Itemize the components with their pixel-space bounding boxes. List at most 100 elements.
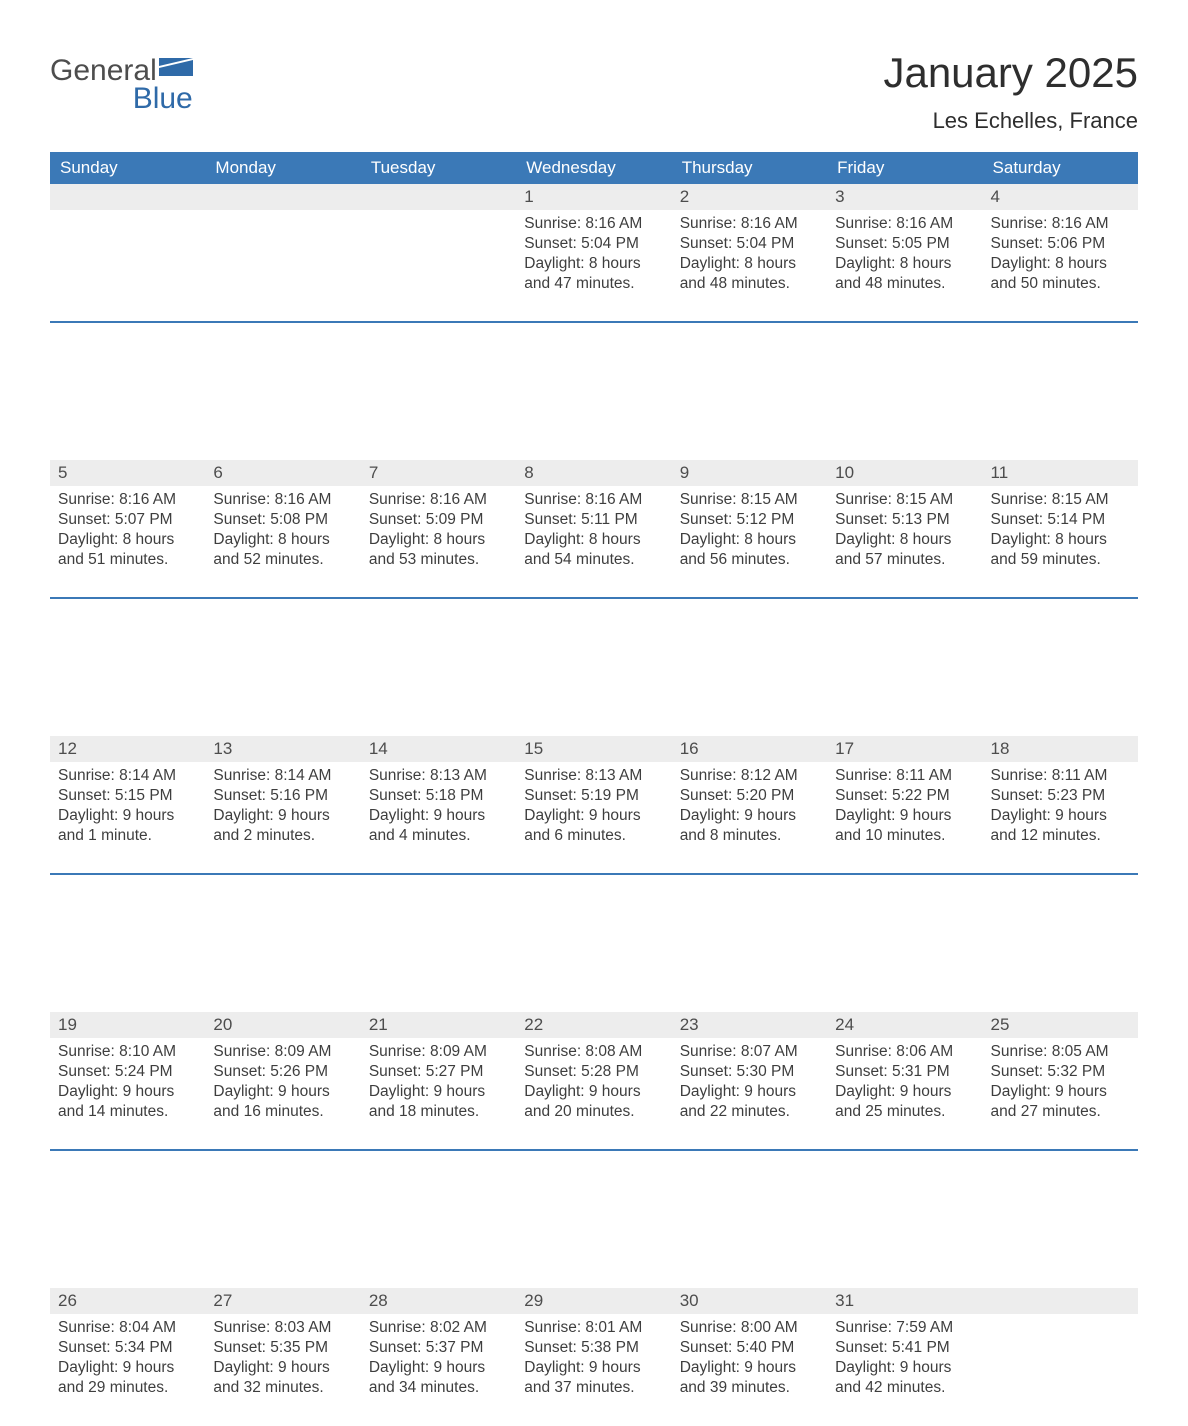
day-details: Sunrise: 7:59 AMSunset: 5:41 PMDaylight:…	[827, 1314, 982, 1403]
daylight-text: Daylight: 9 hours and 32 minutes.	[213, 1358, 352, 1398]
daylight-text: Daylight: 8 hours and 48 minutes.	[680, 254, 819, 294]
calendar-week: 1Sunrise: 8:16 AMSunset: 5:04 PMDaylight…	[50, 184, 1138, 322]
daylight-text: Daylight: 9 hours and 39 minutes.	[680, 1358, 819, 1398]
sunrise-text: Sunrise: 8:14 AM	[213, 766, 352, 786]
calendar-table: SundayMondayTuesdayWednesdayThursdayFrid…	[50, 152, 1138, 1426]
day-details: Sunrise: 8:15 AMSunset: 5:13 PMDaylight:…	[827, 486, 982, 575]
day-number: 5	[50, 460, 205, 486]
day-details: Sunrise: 8:15 AMSunset: 5:12 PMDaylight:…	[672, 486, 827, 575]
sunrise-text: Sunrise: 8:02 AM	[369, 1318, 508, 1338]
daylight-text: Daylight: 9 hours and 42 minutes.	[835, 1358, 974, 1398]
daylight-text: Daylight: 9 hours and 25 minutes.	[835, 1082, 974, 1122]
daylight-text: Daylight: 8 hours and 52 minutes.	[213, 530, 352, 570]
day-number: 2	[672, 184, 827, 210]
sunset-text: Sunset: 5:32 PM	[991, 1062, 1130, 1082]
daylight-text: Daylight: 9 hours and 6 minutes.	[524, 806, 663, 846]
calendar-cell: 30Sunrise: 8:00 AMSunset: 5:40 PMDayligh…	[672, 1288, 827, 1426]
sunrise-text: Sunrise: 8:16 AM	[369, 490, 508, 510]
calendar-week: 26Sunrise: 8:04 AMSunset: 5:34 PMDayligh…	[50, 1288, 1138, 1426]
calendar-cell: 4Sunrise: 8:16 AMSunset: 5:06 PMDaylight…	[983, 184, 1138, 322]
sunset-text: Sunset: 5:22 PM	[835, 786, 974, 806]
calendar-cell: 12Sunrise: 8:14 AMSunset: 5:15 PMDayligh…	[50, 736, 205, 874]
day-details: Sunrise: 8:16 AMSunset: 5:08 PMDaylight:…	[205, 486, 360, 575]
day-number: 6	[205, 460, 360, 486]
daylight-text: Daylight: 9 hours and 1 minute.	[58, 806, 197, 846]
day-number: 15	[516, 736, 671, 762]
calendar-cell: 24Sunrise: 8:06 AMSunset: 5:31 PMDayligh…	[827, 1012, 982, 1150]
sunset-text: Sunset: 5:04 PM	[680, 234, 819, 254]
day-number: 27	[205, 1288, 360, 1314]
calendar-cell: 2Sunrise: 8:16 AMSunset: 5:04 PMDaylight…	[672, 184, 827, 322]
day-number: 8	[516, 460, 671, 486]
sunset-text: Sunset: 5:12 PM	[680, 510, 819, 530]
sunrise-text: Sunrise: 8:13 AM	[524, 766, 663, 786]
sunrise-text: Sunrise: 8:00 AM	[680, 1318, 819, 1338]
day-details: Sunrise: 8:16 AMSunset: 5:04 PMDaylight:…	[672, 210, 827, 299]
day-number: 24	[827, 1012, 982, 1038]
day-details: Sunrise: 8:08 AMSunset: 5:28 PMDaylight:…	[516, 1038, 671, 1127]
sunset-text: Sunset: 5:38 PM	[524, 1338, 663, 1358]
sunrise-text: Sunrise: 8:14 AM	[58, 766, 197, 786]
day-details: Sunrise: 8:04 AMSunset: 5:34 PMDaylight:…	[50, 1314, 205, 1403]
calendar-cell: 22Sunrise: 8:08 AMSunset: 5:28 PMDayligh…	[516, 1012, 671, 1150]
month-title: January 2025	[883, 50, 1138, 96]
calendar-cell: 23Sunrise: 8:07 AMSunset: 5:30 PMDayligh…	[672, 1012, 827, 1150]
day-details: Sunrise: 8:09 AMSunset: 5:27 PMDaylight:…	[361, 1038, 516, 1127]
day-details: Sunrise: 8:16 AMSunset: 5:07 PMDaylight:…	[50, 486, 205, 575]
day-number: 13	[205, 736, 360, 762]
day-details: Sunrise: 8:09 AMSunset: 5:26 PMDaylight:…	[205, 1038, 360, 1127]
calendar-cell: 16Sunrise: 8:12 AMSunset: 5:20 PMDayligh…	[672, 736, 827, 874]
brand-flag-icon	[159, 58, 193, 76]
day-number: 31	[827, 1288, 982, 1314]
day-number: 10	[827, 460, 982, 486]
brand-word2: Blue	[133, 82, 193, 115]
sunrise-text: Sunrise: 8:16 AM	[213, 490, 352, 510]
sunrise-text: Sunrise: 8:10 AM	[58, 1042, 197, 1062]
daylight-text: Daylight: 9 hours and 10 minutes.	[835, 806, 974, 846]
calendar-cell: 7Sunrise: 8:16 AMSunset: 5:09 PMDaylight…	[361, 460, 516, 598]
day-number: 14	[361, 736, 516, 762]
week-divider	[50, 598, 1138, 736]
day-number	[50, 184, 205, 210]
calendar-cell: 14Sunrise: 8:13 AMSunset: 5:18 PMDayligh…	[361, 736, 516, 874]
day-details: Sunrise: 8:14 AMSunset: 5:15 PMDaylight:…	[50, 762, 205, 851]
sunset-text: Sunset: 5:08 PM	[213, 510, 352, 530]
day-details: Sunrise: 8:14 AMSunset: 5:16 PMDaylight:…	[205, 762, 360, 851]
sunset-text: Sunset: 5:40 PM	[680, 1338, 819, 1358]
sunrise-text: Sunrise: 8:11 AM	[835, 766, 974, 786]
sunrise-text: Sunrise: 8:03 AM	[213, 1318, 352, 1338]
daylight-text: Daylight: 9 hours and 27 minutes.	[991, 1082, 1130, 1122]
daylight-text: Daylight: 9 hours and 2 minutes.	[213, 806, 352, 846]
day-number: 11	[983, 460, 1138, 486]
day-number	[361, 184, 516, 210]
sunrise-text: Sunrise: 8:11 AM	[991, 766, 1130, 786]
day-details: Sunrise: 8:16 AMSunset: 5:11 PMDaylight:…	[516, 486, 671, 575]
brand-logo: General Blue	[50, 50, 193, 114]
week-divider	[50, 1150, 1138, 1288]
daylight-text: Daylight: 8 hours and 47 minutes.	[524, 254, 663, 294]
sunset-text: Sunset: 5:19 PM	[524, 786, 663, 806]
calendar-cell	[205, 184, 360, 322]
day-number: 4	[983, 184, 1138, 210]
calendar-cell: 25Sunrise: 8:05 AMSunset: 5:32 PMDayligh…	[983, 1012, 1138, 1150]
calendar-cell: 15Sunrise: 8:13 AMSunset: 5:19 PMDayligh…	[516, 736, 671, 874]
daylight-text: Daylight: 9 hours and 37 minutes.	[524, 1358, 663, 1398]
daylight-text: Daylight: 9 hours and 34 minutes.	[369, 1358, 508, 1398]
day-number: 1	[516, 184, 671, 210]
calendar-cell: 8Sunrise: 8:16 AMSunset: 5:11 PMDaylight…	[516, 460, 671, 598]
day-details: Sunrise: 8:16 AMSunset: 5:04 PMDaylight:…	[516, 210, 671, 299]
week-divider	[50, 874, 1138, 1012]
weekday-header: Friday	[827, 152, 982, 184]
day-number: 7	[361, 460, 516, 486]
day-details: Sunrise: 8:11 AMSunset: 5:23 PMDaylight:…	[983, 762, 1138, 851]
day-number: 18	[983, 736, 1138, 762]
daylight-text: Daylight: 8 hours and 57 minutes.	[835, 530, 974, 570]
sunrise-text: Sunrise: 8:06 AM	[835, 1042, 974, 1062]
day-number: 20	[205, 1012, 360, 1038]
day-details: Sunrise: 8:13 AMSunset: 5:19 PMDaylight:…	[516, 762, 671, 851]
sunset-text: Sunset: 5:13 PM	[835, 510, 974, 530]
day-details: Sunrise: 8:07 AMSunset: 5:30 PMDaylight:…	[672, 1038, 827, 1127]
calendar-cell: 9Sunrise: 8:15 AMSunset: 5:12 PMDaylight…	[672, 460, 827, 598]
calendar-cell: 18Sunrise: 8:11 AMSunset: 5:23 PMDayligh…	[983, 736, 1138, 874]
sunrise-text: Sunrise: 8:12 AM	[680, 766, 819, 786]
